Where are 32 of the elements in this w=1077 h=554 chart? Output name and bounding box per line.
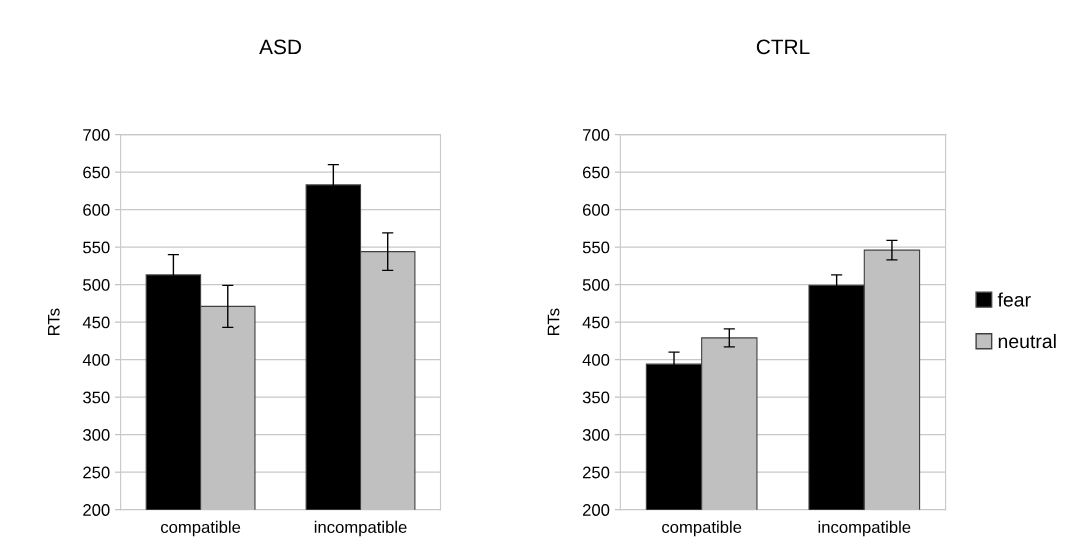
y-tick-label: 500 [582, 279, 610, 291]
y-tick-label: 350 [83, 391, 110, 404]
y-tick-label: 300 [83, 429, 110, 441]
y-tick-label: 450 [582, 316, 610, 329]
y-tick-label: 600 [83, 204, 110, 216]
y-tick-label: 700 [83, 129, 110, 141]
y-tick-label: 600 [582, 204, 610, 216]
y-tick-label: 500 [83, 279, 110, 291]
y-tick-label: 350 [582, 391, 610, 404]
y-tick-label: 400 [82, 354, 110, 366]
y-tick-label: 400 [582, 354, 610, 366]
y-tick-label: 550 [582, 241, 610, 254]
y-tick-label: 700 [582, 129, 610, 141]
y-tick-label: 200 [83, 504, 110, 516]
chart-title: ASD [259, 39, 301, 55]
x-tick-label: incompatible [314, 520, 407, 537]
y-tick-label: 650 [83, 166, 110, 179]
y-axis-title: RTs [547, 308, 560, 335]
x-tick-label: incompatible [818, 520, 911, 537]
legend-label: fear [997, 292, 1031, 307]
legend-label: neutral [998, 333, 1056, 349]
y-tick-label: 250 [83, 466, 110, 479]
y-tick-label: 200 [582, 504, 610, 516]
y-tick-label: 450 [82, 316, 110, 329]
chart-title: CTRL [756, 39, 810, 55]
y-tick-label: 650 [582, 166, 610, 179]
y-tick-label: 550 [83, 241, 110, 254]
y-tick-label: 250 [582, 466, 610, 479]
y-tick-label: 300 [582, 429, 610, 441]
x-tick-label: compatible [161, 520, 241, 537]
y-axis-title: RTs [48, 308, 60, 335]
x-tick-label: compatible [662, 520, 742, 537]
